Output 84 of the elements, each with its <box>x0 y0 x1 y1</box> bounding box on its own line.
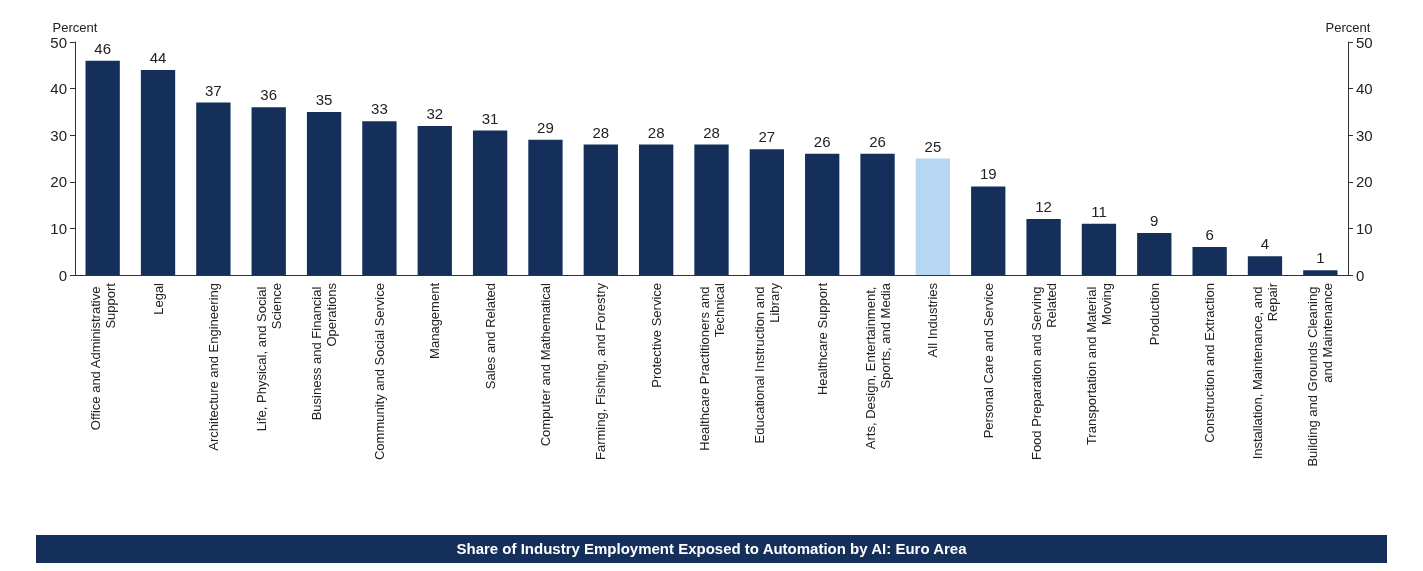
data-label: 12 <box>1035 198 1052 216</box>
data-label: 11 <box>1091 202 1107 220</box>
data-label: 1 <box>1316 249 1325 267</box>
data-label: 36 <box>260 86 278 104</box>
x-tick-label: Construction and Extraction <box>1202 283 1218 443</box>
x-tick-label: Office and Administrative Support <box>87 282 118 431</box>
x-tick-label: Protective Service <box>648 283 664 388</box>
y2-tick-label: 50 <box>1356 33 1373 51</box>
y2-tick-label: 10 <box>1356 219 1373 237</box>
y2-tick-label: 0 <box>1356 266 1365 284</box>
x-tick-label: Arts, Design, Entertainment, Sports, and Media <box>862 282 893 450</box>
bar <box>140 69 176 275</box>
bar <box>1247 256 1283 275</box>
y2-tick-label: 30 <box>1356 126 1373 144</box>
data-label: 31 <box>481 109 499 127</box>
data-label: 44 <box>149 48 167 66</box>
x-tick-label: Production <box>1146 283 1162 346</box>
y-tick-label: 50 <box>50 33 67 51</box>
x-tick-label: Food Preparation and Serving Related <box>1028 283 1059 461</box>
x-tick-label: Community and Social Service <box>371 283 387 461</box>
data-label: 29 <box>537 118 554 136</box>
bar <box>1192 247 1227 275</box>
x-tick-label: Computer and Mathematical <box>537 282 553 447</box>
bar <box>915 158 951 275</box>
y2-tick-label: 20 <box>1356 173 1373 191</box>
bar <box>583 144 618 275</box>
data-label: 26 <box>813 132 831 150</box>
data-label: 28 <box>647 123 665 141</box>
bar <box>85 60 120 275</box>
bar <box>749 149 785 275</box>
x-tick-label: Business and Financial Operations <box>309 282 340 421</box>
y-tick-label: 40 <box>50 80 67 98</box>
bar <box>1303 270 1338 275</box>
data-label: 33 <box>371 100 388 118</box>
bar <box>1137 233 1172 275</box>
bar <box>971 186 1006 275</box>
bar <box>306 111 342 275</box>
data-label: 28 <box>592 123 610 141</box>
text: Share of Industry Employment Exposed to Automation by AI: Euro Area <box>36 535 1387 563</box>
data-label: 9 <box>1150 212 1159 230</box>
x-tick-label: All Industries <box>925 282 941 358</box>
x-tick-label: Management <box>427 282 443 359</box>
data-label: 28 <box>703 123 720 141</box>
data-label: 35 <box>315 90 333 108</box>
x-tick-label: Life, Physical, and Social Science <box>253 283 284 432</box>
data-label: 37 <box>205 81 222 99</box>
x-tick-label: Architecture and Engineering <box>205 283 221 451</box>
bar <box>362 121 397 275</box>
x-tick-label: Transportation and Material Moving <box>1083 283 1114 446</box>
x-tick-label: Healthcare Support <box>814 282 830 396</box>
y-axis-title: Percent <box>52 20 98 35</box>
bar <box>1026 219 1061 275</box>
data-label: 25 <box>924 137 942 155</box>
y-tick-label: 10 <box>50 219 67 237</box>
x-tick-label: Personal Care and Service <box>980 283 996 439</box>
y-tick-label: 0 <box>58 266 67 284</box>
x-tick-label: Healthcare Practitioners and Technical <box>696 282 727 451</box>
x-tick-label: Sales and Related <box>482 283 498 390</box>
data-label: 32 <box>426 104 444 122</box>
data-label: 19 <box>979 165 997 183</box>
data-label: 6 <box>1205 226 1214 244</box>
x-tick-label: Educational Instruction and Library <box>751 282 782 444</box>
bar <box>528 139 563 275</box>
data-label: 4 <box>1260 235 1270 253</box>
bar <box>694 144 729 275</box>
bar <box>472 130 508 275</box>
data-label: 46 <box>94 39 112 57</box>
bar <box>805 153 840 275</box>
y-tick-label: 30 <box>50 126 67 144</box>
bar <box>196 102 231 275</box>
bar <box>1081 223 1117 275</box>
data-label: 27 <box>758 128 776 146</box>
y2-axis-title: Percent <box>1325 20 1371 35</box>
y2-tick-label: 40 <box>1356 80 1373 98</box>
x-tick-label: Installation, Maintenance, and Repair <box>1249 282 1280 460</box>
bar <box>251 107 286 275</box>
bar <box>638 144 674 275</box>
bar <box>860 153 895 275</box>
x-tick-label: Farming, Fishing, and Forestry <box>593 282 609 461</box>
y-tick-label: 20 <box>50 173 67 191</box>
data-label: 26 <box>869 132 886 150</box>
bar <box>417 125 452 275</box>
x-tick-label: Legal <box>150 282 166 315</box>
x-tick-label: Building and Grounds Cleaning and Maintenance <box>1305 283 1336 467</box>
